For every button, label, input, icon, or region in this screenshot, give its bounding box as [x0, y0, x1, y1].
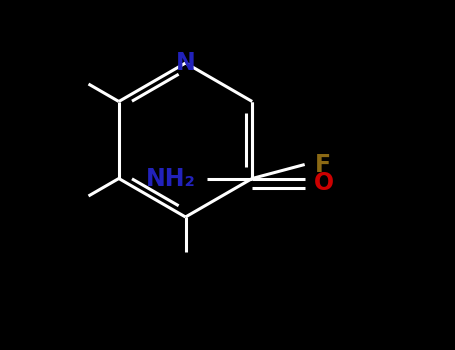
- Text: O: O: [313, 171, 334, 195]
- Text: NH₂: NH₂: [147, 167, 196, 190]
- Text: N: N: [176, 51, 195, 75]
- Text: F: F: [315, 153, 331, 176]
